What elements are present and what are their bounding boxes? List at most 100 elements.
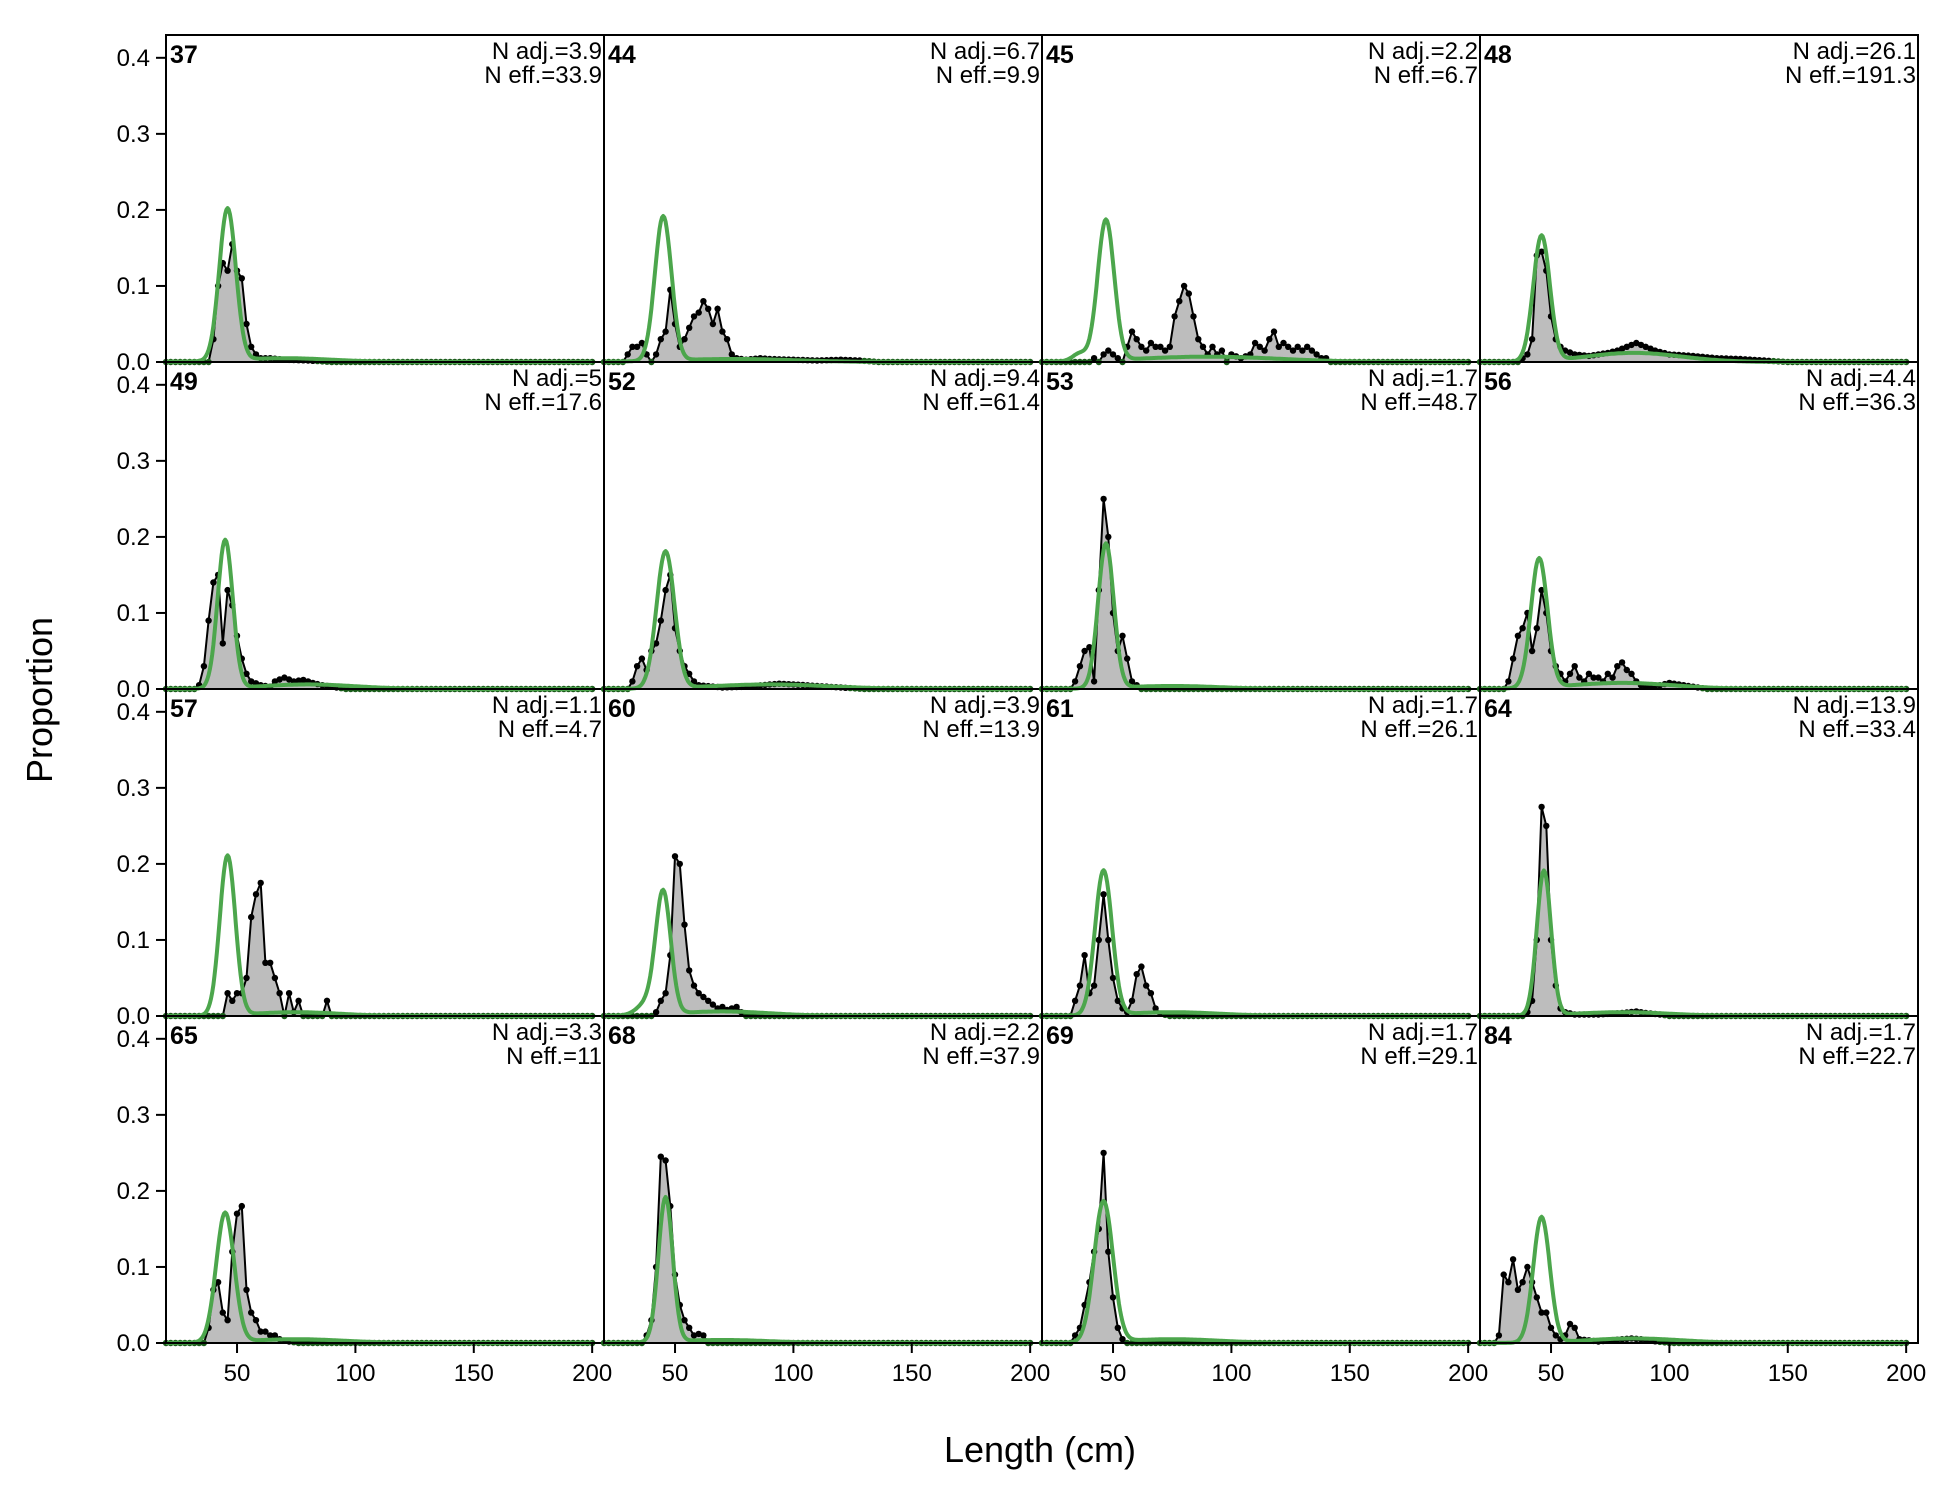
- x-tick-label: 200: [1010, 1360, 1050, 1387]
- n-adj-label: N adj.=2.2: [1368, 38, 1478, 65]
- observed-point: [1308, 347, 1316, 354]
- y-tick-label: 0.3: [117, 1102, 150, 1129]
- y-tick-label: 0.1: [117, 1254, 150, 1281]
- observed-point: [1190, 313, 1197, 320]
- observed-point: [1090, 355, 1098, 362]
- observed-area: [604, 289, 1031, 362]
- y-tick-label: 0.2: [117, 1178, 150, 1205]
- observed-point: [1138, 963, 1145, 970]
- y-tick-label: 0.4: [117, 699, 150, 726]
- observed-point: [690, 678, 698, 685]
- observed-point: [1090, 678, 1098, 685]
- observed-point: [1628, 341, 1635, 349]
- observed-point: [1095, 936, 1103, 944]
- observed-point: [229, 997, 236, 1004]
- observed-point: [224, 990, 231, 997]
- observed-point: [709, 1001, 717, 1008]
- observed-point: [1166, 343, 1174, 350]
- observed-point: [262, 1328, 269, 1335]
- observed-point: [1519, 1279, 1526, 1286]
- observed-point: [1538, 248, 1545, 255]
- observed-point: [1505, 678, 1512, 685]
- observed-point: [1538, 803, 1545, 811]
- panel-title: 52: [608, 368, 636, 396]
- observed-point: [224, 267, 231, 274]
- n-adj-label: N adj.=1.7: [1368, 692, 1478, 719]
- observed-point: [295, 677, 302, 684]
- observed-point: [662, 990, 669, 997]
- observed-point: [1604, 670, 1612, 677]
- observed-point: [1618, 659, 1626, 666]
- observed-point: [1289, 347, 1297, 354]
- observed-point: [638, 655, 646, 662]
- observed-point: [705, 305, 712, 312]
- observed-point: [700, 1332, 707, 1339]
- observed-point: [1509, 1256, 1517, 1263]
- observed-point: [1076, 982, 1084, 989]
- observed-point: [233, 990, 241, 997]
- observed-point: [1524, 1263, 1531, 1271]
- n-adj-label: N adj.=6.7: [930, 38, 1040, 65]
- observed-point: [652, 640, 660, 647]
- observed-point: [1285, 343, 1292, 350]
- observed-point: [1138, 343, 1145, 350]
- x-tick-label: 50: [662, 1360, 689, 1387]
- observed-point: [681, 1317, 688, 1324]
- observed-point: [267, 959, 274, 966]
- observed-point: [686, 670, 693, 677]
- observed-point: [1176, 298, 1183, 305]
- observed-point: [1595, 674, 1602, 681]
- observed-point: [323, 997, 331, 1004]
- observed-point: [662, 1157, 669, 1164]
- observed-point: [276, 676, 283, 683]
- observed-point: [1157, 343, 1164, 350]
- observed-point: [1275, 343, 1283, 350]
- observed-point: [243, 974, 250, 982]
- observed-point: [1590, 674, 1597, 681]
- observed-point: [1566, 1320, 1574, 1328]
- observed-point: [652, 1009, 660, 1016]
- panel-title: 68: [608, 1022, 636, 1050]
- observed-point: [1251, 339, 1259, 347]
- observed-point: [662, 586, 669, 594]
- x-tick-label: 50: [1538, 1360, 1565, 1387]
- observed-area: [1480, 590, 1907, 689]
- observed-area: [166, 882, 593, 1016]
- observed-point: [243, 1286, 250, 1294]
- x-tick-label: 50: [224, 1360, 251, 1387]
- observed-point: [629, 343, 636, 350]
- observed-point: [224, 1317, 231, 1324]
- observed-point: [1109, 351, 1117, 358]
- panel-title: 49: [170, 368, 198, 396]
- observed-point: [700, 993, 707, 1001]
- x-tick-label: 50: [1100, 1360, 1127, 1387]
- observed-point: [1533, 625, 1541, 632]
- x-tick-label: 150: [454, 1360, 494, 1387]
- observed-point: [1143, 347, 1150, 354]
- observed-point: [295, 997, 302, 1004]
- n-eff-label: N eff.=4.7: [498, 716, 602, 743]
- observed-point: [1105, 1248, 1112, 1255]
- y-axis: 0.00.10.20.30.40.00.10.20.30.40.00.10.20…: [117, 45, 166, 1357]
- observed-point: [1505, 1279, 1512, 1286]
- observed-point: [1081, 647, 1088, 655]
- n-eff-label: N eff.=17.6: [484, 389, 602, 416]
- observed-point: [233, 1210, 241, 1217]
- observed-point: [1071, 678, 1079, 685]
- observed-point: [633, 663, 641, 670]
- observed-point: [238, 275, 245, 282]
- observed-point: [1171, 313, 1178, 320]
- observed-point: [1133, 336, 1140, 343]
- y-tick-label: 0.0: [117, 1330, 150, 1357]
- n-eff-label: N eff.=33.9: [484, 62, 602, 89]
- observed-point: [267, 1332, 274, 1339]
- observed-point: [1133, 971, 1140, 978]
- observed-point: [1100, 1149, 1107, 1157]
- observed-point: [271, 1332, 279, 1339]
- observed-point: [1628, 670, 1635, 677]
- observed-point: [690, 982, 698, 989]
- observed-point: [1209, 343, 1216, 350]
- observed-point: [214, 1279, 222, 1286]
- observed-point: [1543, 1309, 1550, 1316]
